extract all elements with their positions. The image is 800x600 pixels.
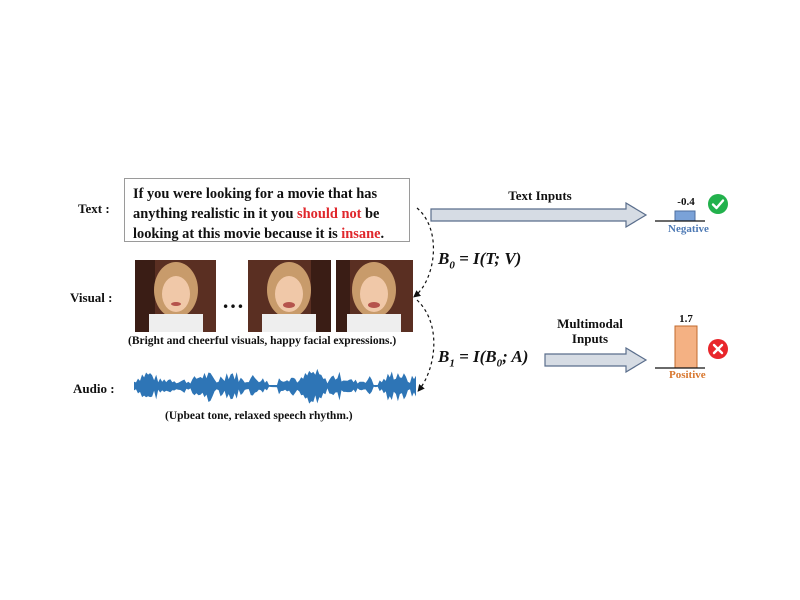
negative-score-value: -0.4 — [677, 196, 695, 208]
formula-b1-subscript: 1 — [449, 357, 455, 370]
video-frame-3 — [336, 260, 413, 332]
visual-row-label: Visual : — [70, 290, 113, 305]
sentence-line-2-start: anything realistic in it you — [133, 206, 298, 222]
face-frame-image — [135, 260, 216, 332]
highlight-insane: insane — [341, 226, 381, 242]
dashed-connectors — [413, 207, 435, 392]
video-frame-2 — [248, 260, 331, 332]
formula-b1-symbol: B — [438, 347, 450, 366]
text-row-label: Text : — [78, 201, 110, 216]
positive-score-value: 1.7 — [679, 313, 693, 325]
connector-visual-to-audio — [416, 299, 435, 392]
negative-label: Negative — [668, 223, 709, 235]
sentence-line-1: If you were looking for a movie that has — [133, 186, 378, 202]
sentence-line-3-end: . — [380, 226, 385, 242]
formula-b0-symbol: B — [438, 249, 450, 268]
audio-row-label: Audio : — [73, 381, 115, 396]
frames-ellipsis: … — [222, 288, 244, 313]
multimodal-inputs-label: Multimodal Inputs — [540, 316, 640, 346]
video-frame-1 — [135, 260, 216, 332]
sentence-line-3: looking at this movie because it is insa… — [133, 224, 401, 244]
text-inputs-label: Text Inputs — [508, 188, 572, 203]
formula-b1-rhs-start: = I(B — [459, 347, 497, 366]
positive-score-bar — [655, 325, 705, 369]
face-frame-image — [336, 260, 413, 332]
multimodal-label-line-1: Multimodal — [557, 316, 623, 331]
formula-b0-subscript: 0 — [449, 259, 455, 272]
sentence-line-2-end: be — [361, 206, 380, 222]
check-circle-icon — [708, 194, 728, 214]
text-input-box: If you were looking for a movie that has… — [124, 178, 410, 242]
audio-waveform — [134, 368, 416, 404]
formula-b1-rhs-subscript: 0 — [496, 357, 503, 370]
face-frame-image — [248, 260, 331, 332]
cross-circle-icon — [708, 339, 728, 359]
sentence-line-2: anything realistic in it you should not … — [133, 204, 401, 224]
negative-score-bar — [655, 210, 705, 222]
sentence-line-3-start: looking at this movie because it is — [133, 226, 342, 242]
connector-text-to-visual — [413, 207, 435, 298]
highlight-should-not: should not — [297, 206, 362, 222]
positive-label: Positive — [669, 369, 706, 381]
multimodal-inputs-arrow — [544, 347, 648, 373]
multimodal-label-line-2: Inputs — [571, 331, 609, 346]
formula-b0-rhs: = I(T; V) — [459, 249, 522, 268]
formula-b1-rhs-end: ; A) — [502, 347, 529, 366]
formula-b0: B0 = I(T; V) — [438, 249, 521, 271]
visual-caption: (Bright and cheerful visuals, happy faci… — [128, 335, 397, 347]
formula-b1: B1 = I(B0; A) — [438, 347, 528, 369]
text-inputs-arrow — [430, 202, 648, 228]
audio-caption: (Upbeat tone, relaxed speech rhythm.) — [165, 410, 353, 422]
